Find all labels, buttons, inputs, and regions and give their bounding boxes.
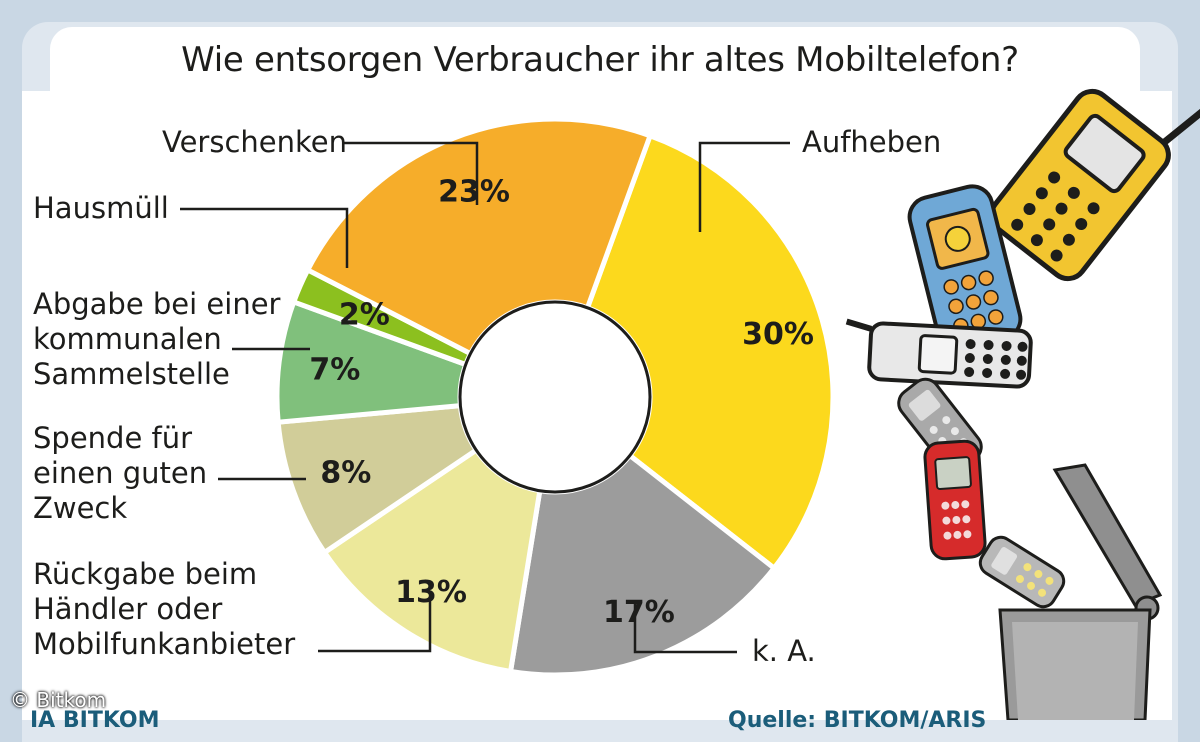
leader-verschenken [342, 141, 479, 205]
label-abgabe-line-1: Abgabe bei einer [33, 287, 281, 321]
trash-bin-icon [998, 463, 1163, 720]
value-label-abgabe-bei-einer-kommunalen-sammelstelle: 7% [309, 352, 360, 387]
phones-illustration [845, 88, 1200, 720]
label-rueckgabe-line-1: Rückgabe beim [33, 557, 258, 591]
phone-yellow-icon [989, 88, 1200, 282]
label-spende-line-1: Spende für [33, 421, 193, 455]
value-label-aufheben: 30% [742, 317, 814, 352]
label-abgabe-line-3: Sammelstelle [33, 357, 230, 391]
leader-lines [180, 141, 790, 654]
copyright: © Bitkom [10, 688, 107, 712]
label-rueckgabe: Rückgabe beim Händler oder Mobilfunkanbi… [33, 557, 295, 662]
phone-silver-icon [845, 318, 1033, 389]
label-hausmuell: Hausmüll [33, 191, 169, 225]
leader-rueckgabe [318, 600, 432, 653]
label-rueckgabe-line-3: Mobilfunkanbieter [33, 627, 296, 661]
slices-group [272, 114, 838, 680]
value-label-spende-fuer-einen-guten-zweck: 8% [320, 455, 371, 490]
donut-hole [458, 300, 652, 494]
label-spende: Spende für einen guten Zweck [33, 421, 207, 526]
value-label-k-a: 17% [603, 595, 675, 630]
value-labels-group: 30% 17% 13% 8% 7% 2% 23% [309, 174, 814, 630]
label-ka: k. A. [752, 634, 816, 668]
outer-ring [272, 114, 838, 680]
donut-chart: 30% 17% 13% 8% 7% 2% 23% [180, 88, 1200, 720]
label-rueckgabe-line-2: Händler oder [33, 592, 223, 626]
label-verschenken: Verschenken [162, 125, 347, 159]
label-abgabe-line-2: kommunalen [33, 322, 222, 356]
label-spende-line-2: einen guten [33, 456, 208, 490]
phone-blue-icon [907, 184, 1023, 352]
value-label-rueckgabe-beim-haendler-oder-mobilfunkanbieter: 13% [395, 575, 467, 610]
phone-red-icon [923, 439, 987, 561]
value-label-hausmuell: 2% [339, 298, 390, 333]
label-abgabe: Abgabe bei einer kommunalen Sammelstelle [33, 287, 280, 392]
leader-hausmuell [180, 207, 349, 268]
value-label-verschenken: 23% [438, 174, 510, 209]
title-box [50, 27, 1140, 91]
leader-aufheben [698, 141, 790, 232]
leader-ka [633, 600, 737, 654]
phone-small-icon [978, 535, 1066, 609]
label-aufheben: Aufheben [802, 125, 942, 159]
footer-source: Quelle: BITKOM/ARIS [728, 708, 987, 733]
label-spende-line-3: Zweck [33, 491, 128, 525]
chart-title: Wie entsorgen Verbraucher ihr altes Mobi… [181, 40, 1019, 80]
